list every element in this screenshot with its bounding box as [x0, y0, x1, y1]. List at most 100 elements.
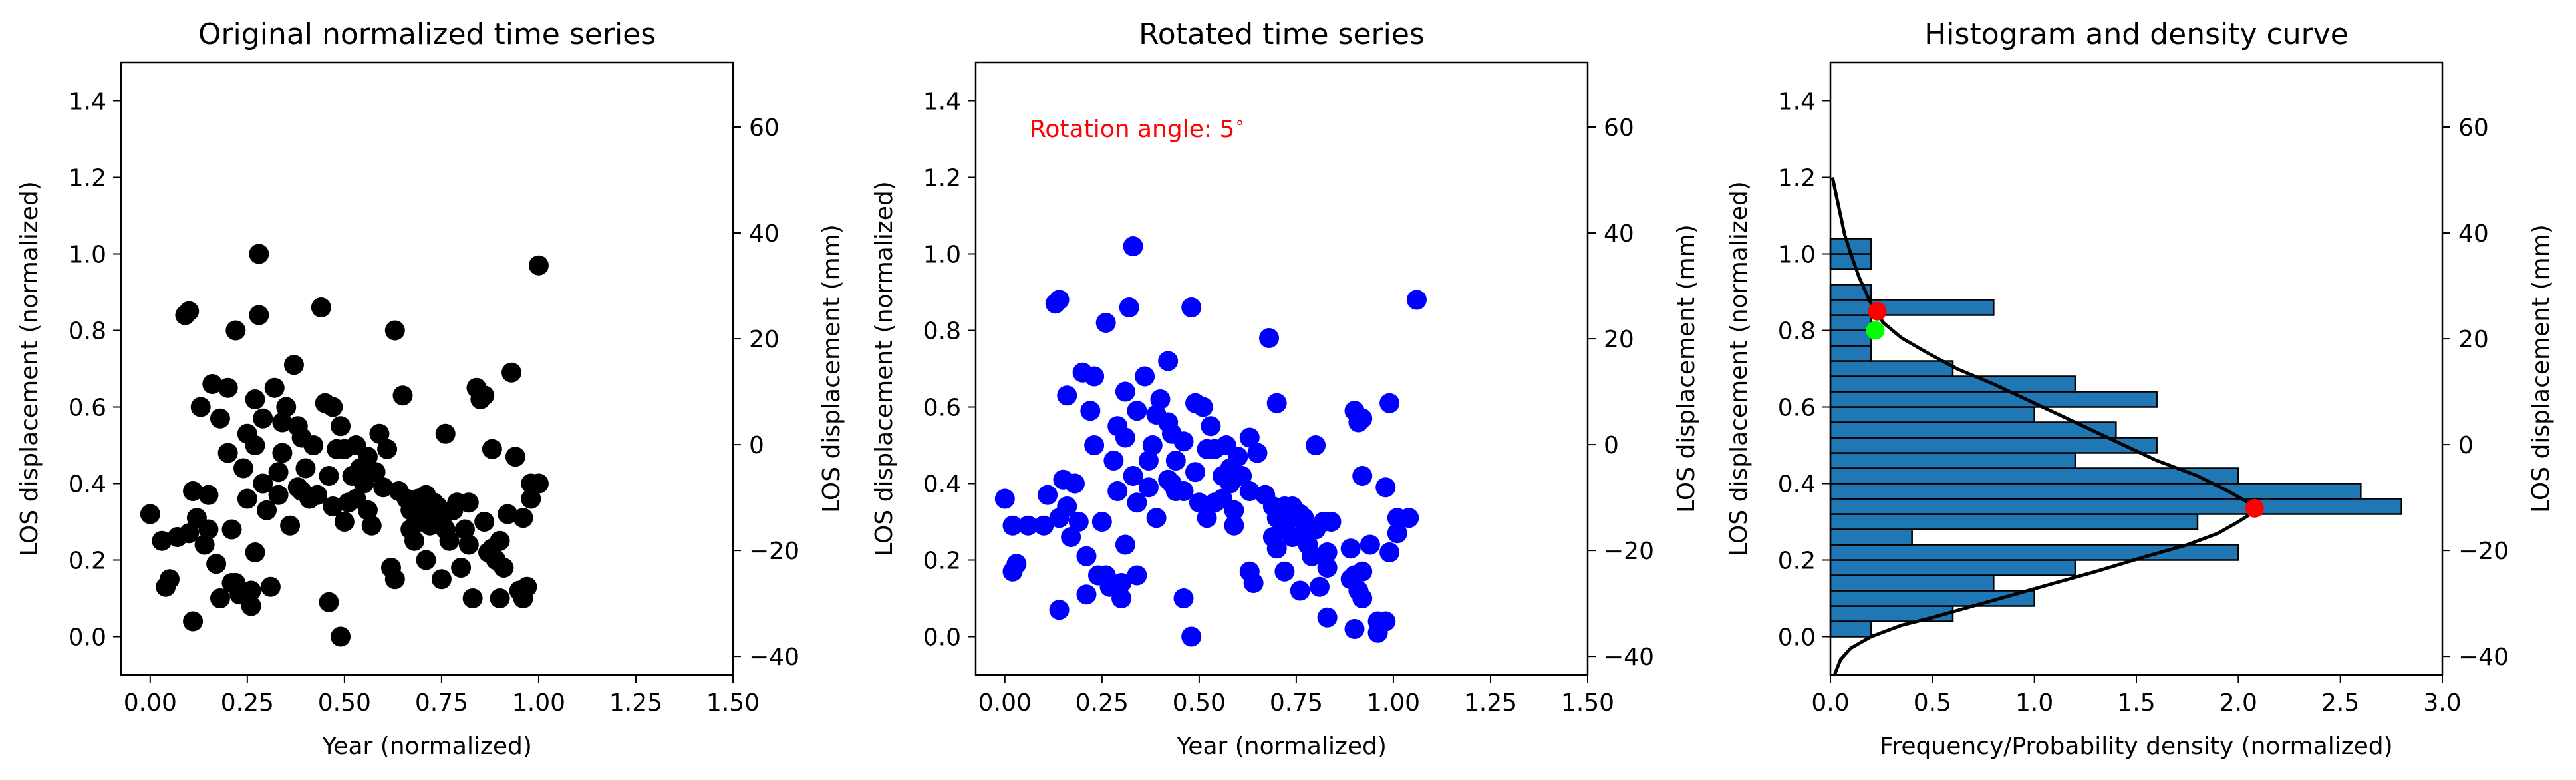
- scatter-point: [373, 477, 394, 498]
- scatter-point: [494, 558, 514, 578]
- x-tick-label: 0.75: [1270, 689, 1323, 717]
- scatter-point: [1068, 512, 1089, 532]
- scatter-point: [1146, 508, 1167, 528]
- y-tick-label: 0.8: [923, 318, 961, 345]
- scatter-point: [1115, 381, 1135, 402]
- scatter-point: [1406, 290, 1427, 310]
- panel-original-ylabel-right: LOS displacement (mm): [818, 224, 845, 513]
- scatter-point: [260, 576, 281, 597]
- x-tick-label: 0.25: [1075, 689, 1129, 717]
- scatter-point: [152, 530, 172, 551]
- y-tick-label: 0.6: [1778, 395, 1816, 422]
- scatter-point: [1150, 389, 1171, 409]
- x-tick-label: 3.0: [2423, 689, 2461, 717]
- scatter-point: [1302, 546, 1322, 566]
- scatter-point: [272, 412, 293, 433]
- rotation-angle-text: Rotation angle: 5: [1030, 116, 1234, 143]
- y-tick-label: 1.2: [69, 165, 106, 192]
- panel-rotated-xlabel: Year (normalized): [1176, 733, 1387, 760]
- scatter-point: [1379, 393, 1400, 413]
- scatter-point: [331, 626, 351, 647]
- scatter-point: [1266, 393, 1287, 413]
- scatter-point: [283, 355, 304, 375]
- scatter-point: [1224, 515, 1244, 536]
- scatter-point: [1057, 496, 1077, 516]
- y-right-tick-label: 40: [749, 220, 780, 248]
- scatter-point: [357, 500, 378, 520]
- scatter-point: [1165, 451, 1186, 471]
- scatter-point: [198, 485, 219, 505]
- scatter-point: [319, 592, 339, 612]
- scatter-point: [1247, 443, 1268, 463]
- panel-histogram-ylabel-right: LOS displacement (mm): [2527, 224, 2555, 513]
- scatter-point: [245, 435, 265, 455]
- y-tick-label: 1.2: [923, 165, 961, 192]
- scatter-point: [249, 305, 269, 325]
- scatter-point: [307, 485, 327, 505]
- x-tick-label: 0.50: [318, 689, 371, 717]
- scatter-point: [1138, 451, 1159, 471]
- scatter-point: [264, 377, 285, 398]
- scatter-point: [1091, 512, 1112, 532]
- scatter-point: [206, 554, 227, 574]
- y-tick-label: 1.0: [1778, 242, 1816, 269]
- scatter-point: [1002, 515, 1023, 536]
- scatter-point: [1232, 466, 1252, 486]
- scatter-point: [454, 519, 475, 540]
- scatter-point: [1181, 297, 1202, 317]
- histogram-bar: [1829, 437, 2158, 454]
- scatter-point: [179, 301, 200, 321]
- scatter-point: [221, 519, 242, 540]
- scatter-point: [1158, 351, 1179, 371]
- histogram-bar: [1829, 467, 2239, 485]
- scatter-point: [528, 255, 549, 276]
- scatter-point: [490, 588, 510, 608]
- scatter-point: [1317, 542, 1338, 562]
- scatter-point: [1084, 366, 1105, 387]
- scatter-point: [1399, 508, 1419, 528]
- histogram-bar: [1829, 483, 2362, 500]
- x-tick-label: 1.00: [1367, 689, 1420, 717]
- scatter-point: [1375, 477, 1396, 498]
- scatter-point: [253, 408, 273, 429]
- scatter-point: [1123, 236, 1143, 256]
- scatter-point: [1138, 477, 1159, 498]
- scatter-point: [217, 443, 238, 463]
- histogram-bar: [1829, 299, 1995, 316]
- scatter-point: [994, 488, 1015, 509]
- histogram-bar: [1829, 314, 1872, 331]
- histogram-bar: [1829, 620, 1872, 638]
- scatter-point: [498, 504, 518, 524]
- scatter-point: [1185, 462, 1206, 483]
- scatter-point: [210, 588, 230, 608]
- scatter-point: [160, 569, 180, 590]
- scatter-point: [1127, 565, 1147, 586]
- scatter-point: [1239, 481, 1260, 501]
- scatter-point: [513, 508, 533, 528]
- x-tick-label: 1.00: [512, 689, 565, 717]
- scatter-point: [1018, 515, 1038, 536]
- x-tick-label: 0.75: [415, 689, 468, 717]
- scatter-point: [1375, 611, 1396, 632]
- y-tick-label: 0.2: [1778, 548, 1816, 575]
- y-tick-label: 1.4: [69, 89, 106, 116]
- scatter-point: [233, 458, 253, 479]
- scatter-point: [439, 530, 460, 551]
- y-tick-label: 0.8: [1778, 318, 1816, 345]
- y-tick-label: 0.6: [923, 395, 961, 422]
- x-tick-label: 2.0: [2219, 689, 2257, 717]
- y-right-tick-label: 40: [1604, 220, 1634, 248]
- x-tick-label: 1.5: [2117, 689, 2155, 717]
- scatter-point: [458, 534, 479, 555]
- scatter-point: [462, 588, 483, 608]
- scatter-point: [458, 492, 479, 513]
- scatter-point: [517, 576, 537, 597]
- histogram-bar: [1829, 406, 2035, 423]
- scatter-point: [1038, 485, 1058, 505]
- scatter-point: [1123, 466, 1143, 486]
- y-right-tick-label: 20: [2458, 326, 2489, 353]
- scatter-point: [194, 534, 215, 555]
- scatter-point: [1306, 435, 1326, 455]
- scatter-point: [1173, 481, 1194, 501]
- scatter-point: [1173, 588, 1194, 608]
